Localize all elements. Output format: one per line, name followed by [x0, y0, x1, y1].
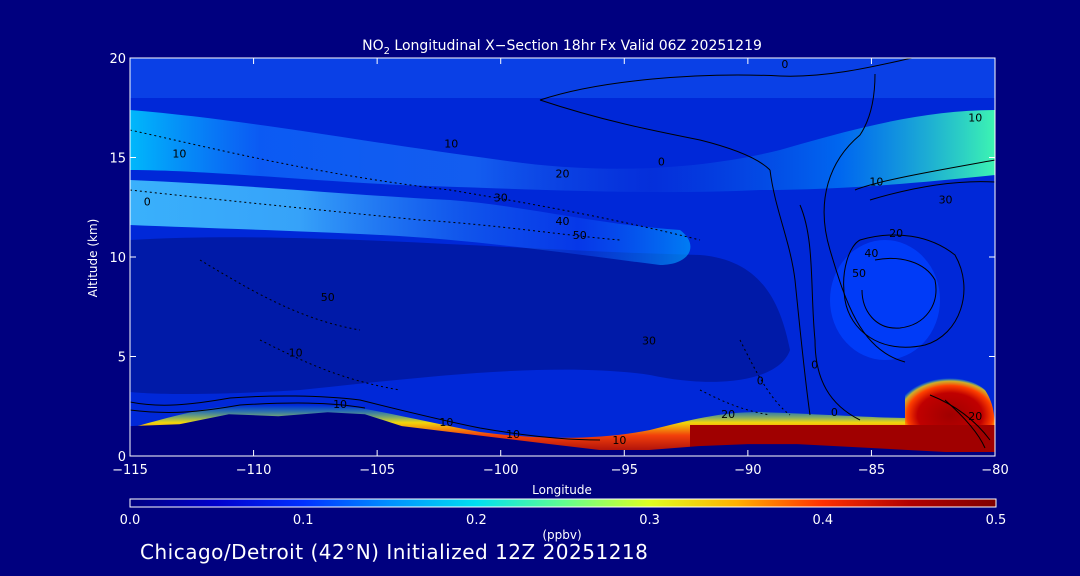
contour-label: 0: [811, 358, 818, 371]
contour-label: 10: [612, 434, 626, 447]
contour-label: 30: [939, 193, 953, 206]
colorbar-tick-label: 0.5: [986, 513, 1007, 528]
contour-label: 10: [444, 138, 458, 151]
y-tick-label: 15: [109, 152, 126, 167]
contour-lines-dashed: [130, 129, 791, 416]
contour-label: 10: [289, 347, 303, 360]
field-east-vortex: [830, 240, 940, 360]
colorbar-tick-label: 0.4: [812, 513, 833, 528]
contour-label: 20: [721, 408, 735, 421]
contour-label: 0: [831, 406, 838, 419]
contour-label: 0: [757, 374, 764, 387]
contour-label: 0: [658, 155, 665, 168]
colorbar-tick-label: 0.0: [120, 513, 141, 528]
colorbar-unit-label: (ppbv): [542, 528, 581, 542]
x-tick-label: −95: [611, 463, 638, 478]
field-band-upper: [130, 110, 995, 193]
contour-label: 20: [968, 410, 982, 423]
contour-label: 10: [506, 428, 520, 441]
x-tick-label: −90: [734, 463, 761, 478]
y-axis-label: Altitude (km): [86, 219, 100, 298]
x-tick-label: −105: [359, 463, 395, 478]
contour-label: 40: [556, 215, 570, 228]
colorbar-ticks: 0.0 0.1 0.2 0.3 0.4 0.5: [120, 513, 1007, 528]
y-tick-label: 0: [118, 450, 126, 465]
contour-label: 10: [172, 148, 186, 161]
contour-label: 10: [869, 175, 883, 188]
contour-label: 0: [781, 58, 788, 71]
x-axis-label: Longitude: [532, 483, 592, 497]
terrain: [130, 412, 995, 456]
y-tick-label: 20: [109, 52, 126, 67]
x-tick-label: −100: [483, 463, 519, 478]
x-axis: −115 −110 −105 −100 −95 −90 −85 −80: [112, 58, 1009, 478]
contour-label: 30: [494, 191, 508, 204]
contour-label: 50: [852, 267, 866, 280]
y-tick-label: 10: [109, 251, 126, 266]
colorbar-tick-label: 0.2: [466, 513, 487, 528]
field-band-mid: [130, 180, 691, 265]
contour-label: 10: [968, 112, 982, 125]
field-mid-dark: [130, 237, 790, 395]
field-east-hotspot: [905, 378, 995, 440]
y-tick-label: 5: [118, 351, 126, 366]
contour-labels: 1001020304050001010302040505030100001010…: [144, 58, 982, 447]
field-upper-dark: [130, 58, 995, 98]
contour-label: 40: [864, 247, 878, 260]
y-axis: 0 5 10 15 20: [109, 52, 995, 465]
contour-label: 50: [321, 291, 335, 304]
plot-area: 1001020304050001010302040505030100001010…: [130, 58, 995, 456]
contour-label: 10: [333, 398, 347, 411]
x-tick-label: −115: [112, 463, 148, 478]
contour-lines: [130, 58, 995, 449]
contour-label: 20: [889, 227, 903, 240]
contour-label: 50: [573, 229, 587, 242]
contour-label: 30: [642, 335, 656, 348]
contour-label: 20: [556, 167, 570, 180]
colorbar: [129, 498, 997, 508]
x-tick-label: −85: [858, 463, 885, 478]
contour-label: 10: [439, 416, 453, 429]
x-tick-label: −80: [981, 463, 1008, 478]
run-caption: Chicago/Detroit (42°N) Initialized 12Z 2…: [140, 540, 649, 564]
colorbar-tick-label: 0.1: [293, 513, 314, 528]
colorbar-tick-label: 0.3: [639, 513, 660, 528]
chart-title: NO2 Longitudinal X−Section 18hr Fx Valid…: [362, 38, 762, 57]
contour-label: 0: [144, 195, 151, 208]
x-tick-label: −110: [236, 463, 272, 478]
